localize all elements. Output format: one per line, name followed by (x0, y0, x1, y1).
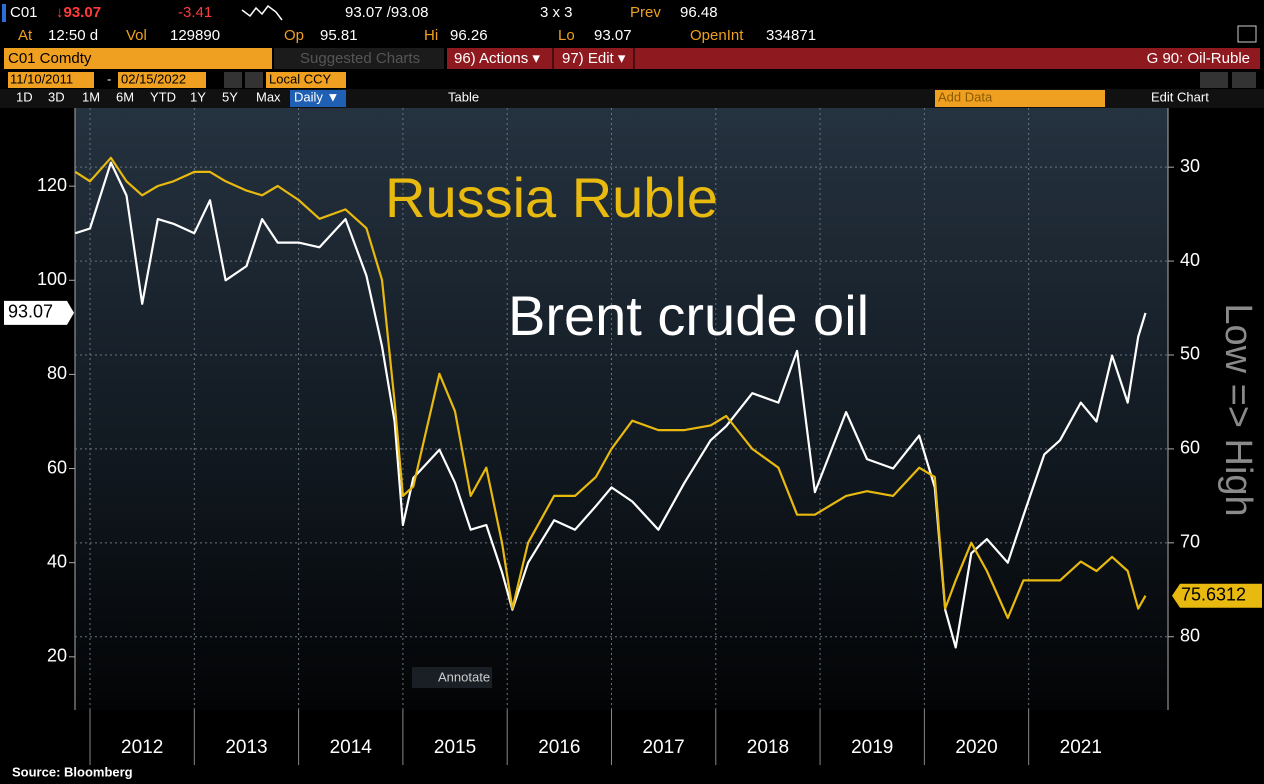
y2-tick-label: 40 (1180, 250, 1200, 270)
security[interactable]: C01 Comdty (8, 50, 92, 67)
openint: 334871 (766, 27, 816, 44)
y-tick-label: 60 (47, 457, 67, 477)
start-date[interactable]: 11/10/2011 (10, 71, 73, 86)
open-label: Op (284, 27, 304, 44)
vol-label: Vol (126, 27, 147, 44)
size: 3 x 3 (540, 4, 573, 21)
edit[interactable]: 97) Edit ▾ (562, 50, 626, 67)
y2-tick-label: 30 (1180, 156, 1200, 176)
x-tick-label: 2013 (225, 737, 267, 758)
edit-chart[interactable]: Edit Chart (1151, 89, 1209, 104)
period[interactable]: Max (256, 89, 281, 104)
date-box[interactable] (8, 72, 94, 88)
action-bar (447, 48, 1260, 69)
marker (2, 4, 6, 22)
x-tick-label: 2018 (747, 737, 789, 758)
low-label: Lo (558, 27, 575, 44)
end-date[interactable]: 02/15/2022 (121, 71, 186, 86)
undo[interactable] (1200, 72, 1228, 88)
legend-label: Russia Ruble (385, 166, 718, 229)
high: 96.26 (450, 27, 488, 44)
table[interactable]: Table (448, 89, 479, 104)
x-tick-label: 2016 (538, 737, 580, 758)
icon[interactable] (1237, 25, 1257, 43)
ticker: C01 (10, 4, 38, 21)
period[interactable]: YTD (150, 89, 176, 104)
y2-tick-label: 70 (1180, 532, 1200, 552)
x-tick-label: 2015 (434, 737, 476, 758)
y-tick-label: 100 (37, 269, 67, 289)
y-tick-label: 80 (47, 363, 67, 383)
x-tick-label: 2012 (121, 737, 163, 758)
page-title: G 90: Oil-Ruble (1147, 50, 1250, 67)
periods: 1D 3D 1M 6M YTD 1Y 5Y Max (16, 89, 281, 104)
period[interactable]: 1M (82, 89, 100, 104)
legend-label: Brent crude oil (508, 284, 869, 347)
security-box[interactable] (4, 48, 272, 69)
period[interactable]: 1D (16, 89, 33, 104)
openint-label: OpenInt (690, 27, 744, 44)
date-dash: - (107, 71, 111, 86)
y2-tick-label: 50 (1180, 344, 1200, 364)
y-tick-label: 20 (47, 646, 67, 666)
redo[interactable] (1232, 72, 1256, 88)
date-box[interactable] (118, 72, 206, 88)
bid-ask: 93.07 /93.08 (345, 4, 428, 21)
last-value-box (1172, 583, 1262, 608)
change: -3.41 (178, 4, 212, 21)
y2-tick-label: 80 (1180, 625, 1200, 645)
frequency-box[interactable] (290, 90, 346, 107)
period[interactable]: 1Y (190, 89, 206, 104)
annotate-box[interactable] (412, 667, 492, 688)
last-value-label: 93.07 (8, 302, 53, 322)
add-data-box[interactable] (935, 90, 1105, 107)
prev-label: Prev (630, 4, 661, 21)
currency[interactable]: Local CCY (269, 71, 331, 86)
prev: 96.48 (680, 4, 718, 21)
sparkline (241, 4, 283, 21)
last-value-label: 75.6312 (1181, 584, 1246, 604)
suggested[interactable]: Suggested Charts (300, 50, 420, 67)
period[interactable]: 3D (48, 89, 65, 104)
plot-area (75, 108, 1168, 710)
time-label: At (18, 27, 33, 44)
line-series (75, 161, 1147, 649)
y2-tick-label: 60 (1180, 438, 1200, 458)
last-price: ↓93.07 (56, 4, 101, 21)
y-tick-label: 40 (47, 551, 67, 571)
suggested-box[interactable] (274, 48, 444, 69)
actions[interactable]: 96) Actions ▾ (454, 50, 540, 67)
open: 95.81 (320, 27, 358, 44)
period[interactable]: 6M (116, 89, 134, 104)
nav-button[interactable] (245, 72, 263, 88)
x-tick-label: 2017 (642, 737, 684, 758)
low: 93.07 (594, 27, 632, 44)
last-value-box (4, 300, 74, 325)
plot: 2012 2013 2014 2015 2016 2017 2018 2019 2020 2021… (4, 108, 1262, 765)
currency-box[interactable] (266, 72, 346, 88)
nav-button[interactable] (224, 72, 242, 88)
high-label: Hi (424, 27, 438, 44)
frequency[interactable]: Daily ▼ (294, 89, 339, 104)
x-tick-label: 2014 (330, 737, 373, 758)
time: 12:50 d (48, 27, 98, 44)
source: Source: Bloomberg (12, 764, 133, 779)
annotate[interactable]: Annotate (438, 669, 490, 684)
add-data[interactable]: Add Data (938, 89, 993, 104)
period[interactable]: 5Y (222, 89, 238, 104)
line-series (74, 156, 1147, 620)
x-tick-label: 2019 (851, 737, 893, 758)
x-tick-label: 2021 (1060, 737, 1102, 758)
y2-axis-label: Low => High (1217, 303, 1259, 516)
y-tick-label: 120 (37, 175, 67, 195)
x-tick-label: 2020 (955, 737, 997, 758)
vol: 129890 (170, 27, 220, 44)
